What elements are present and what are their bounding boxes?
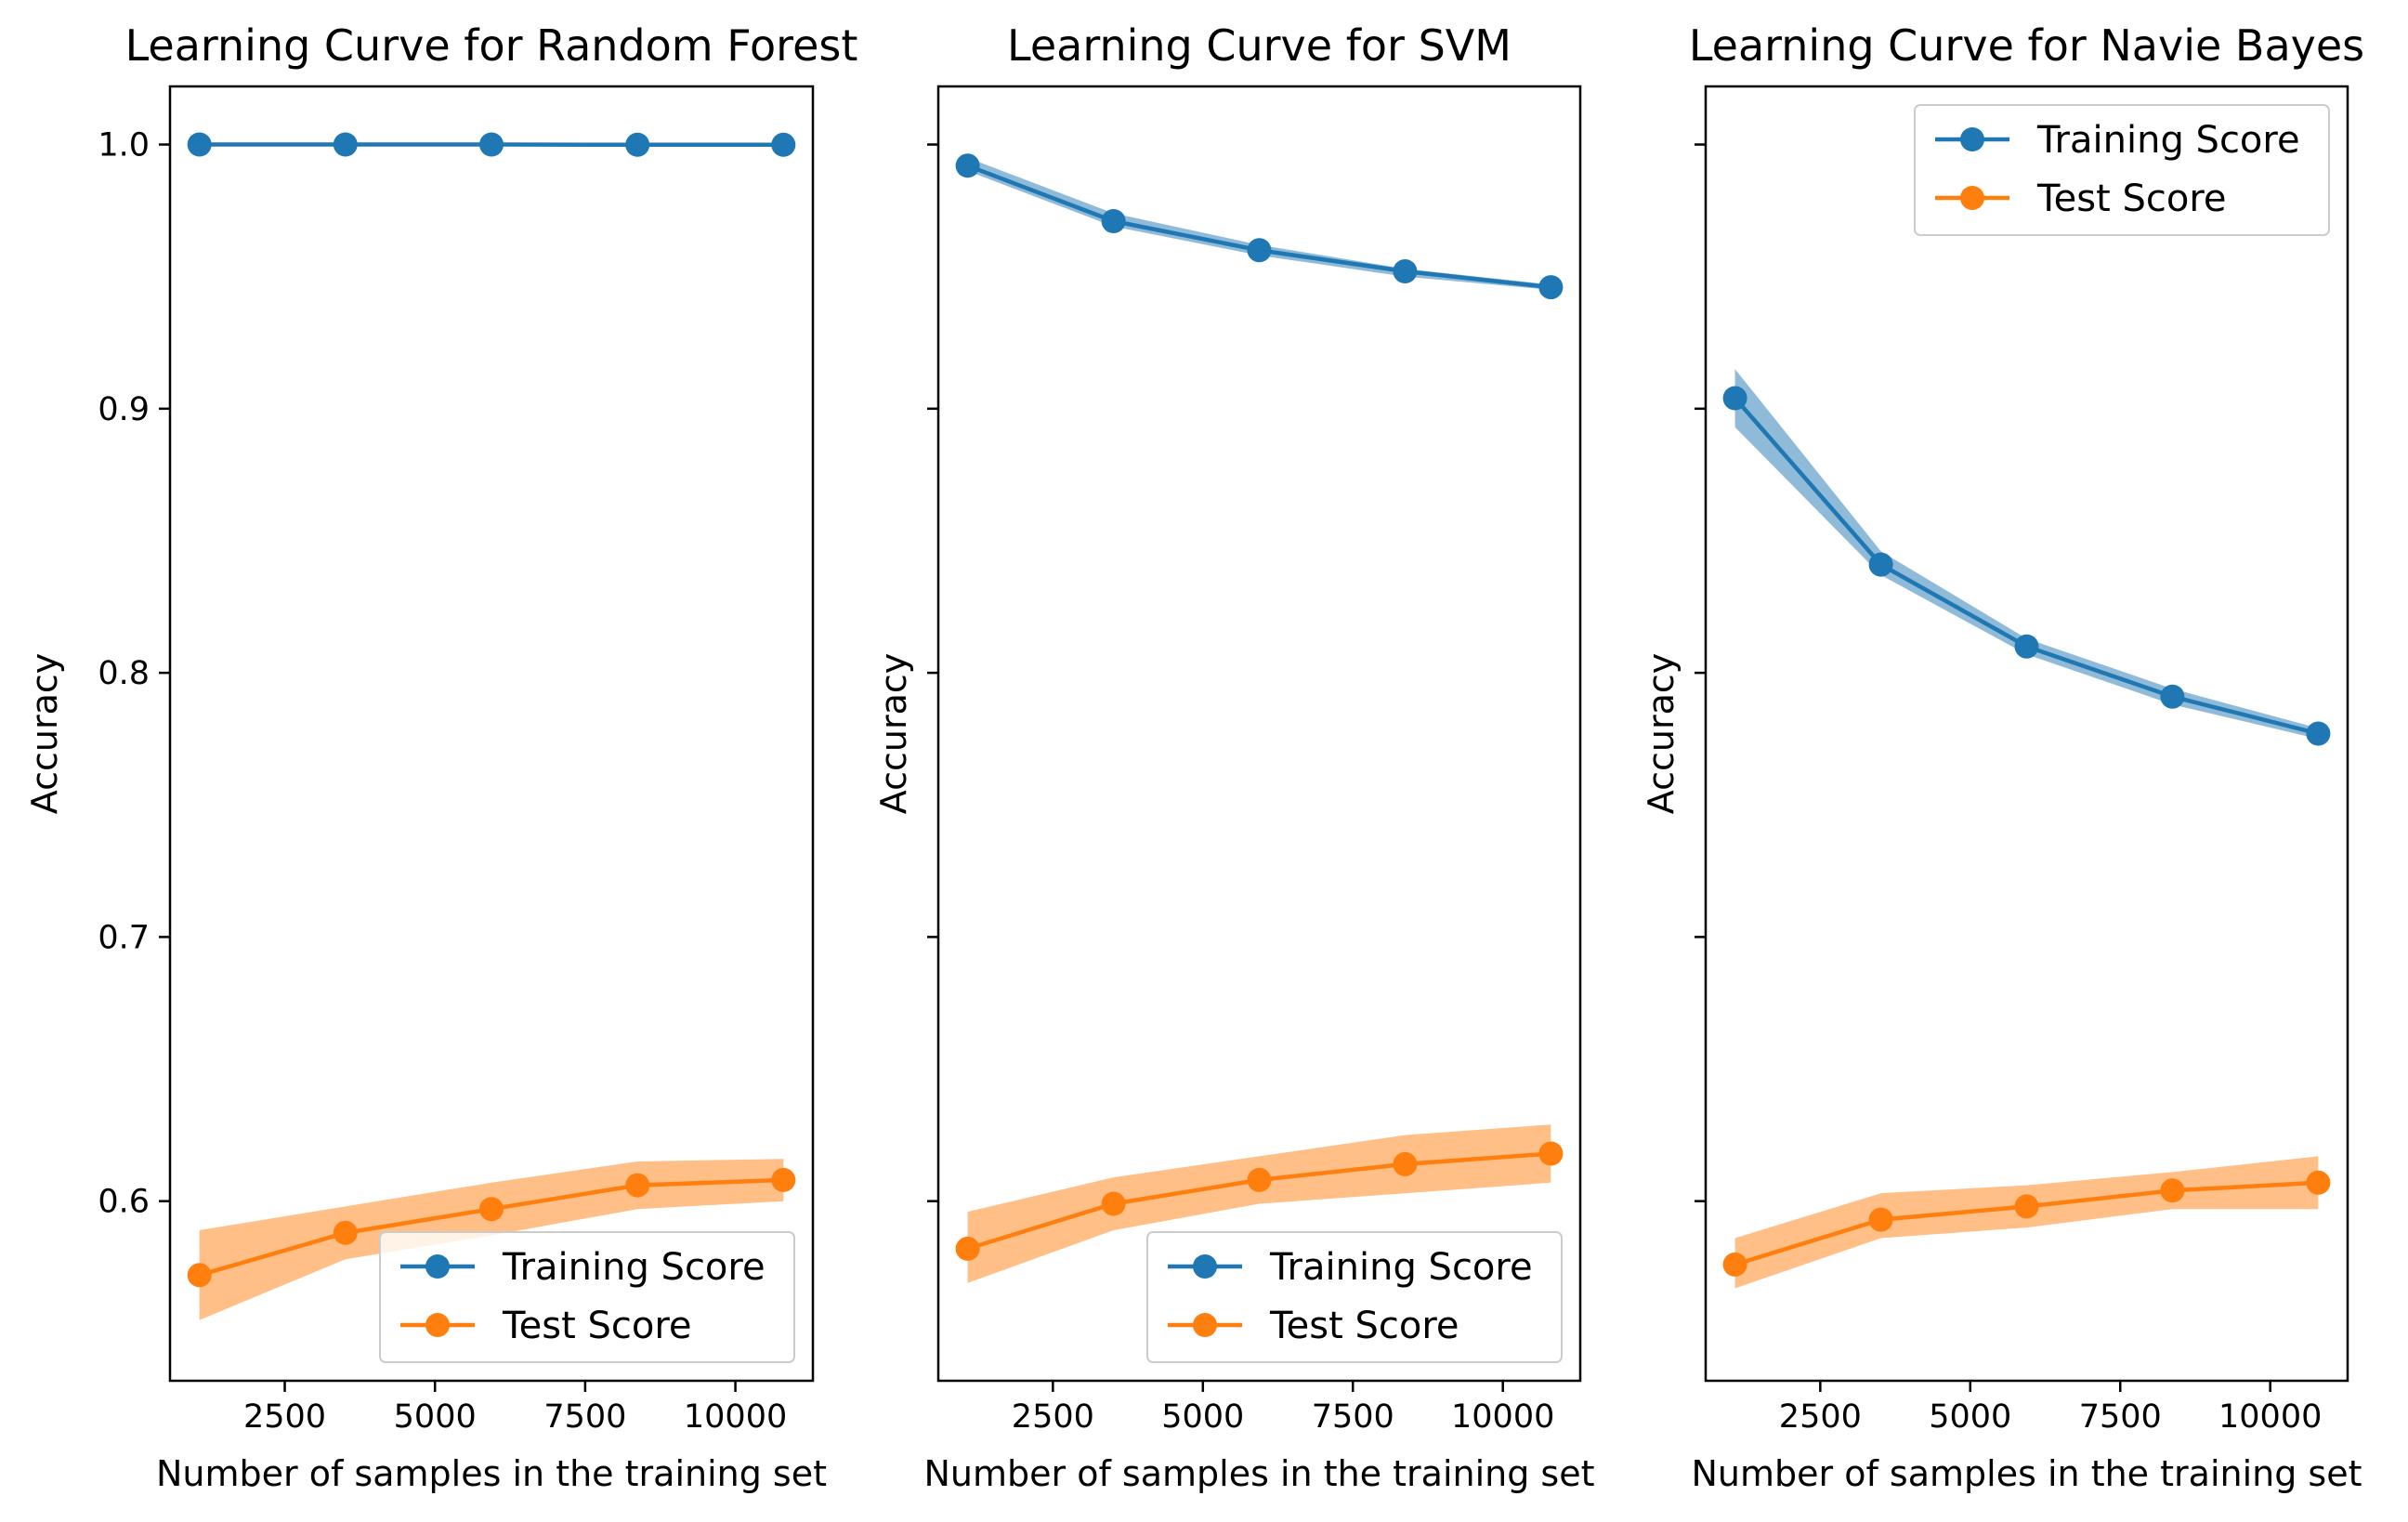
data-point <box>1247 1167 1272 1192</box>
data-point <box>1538 1141 1564 1166</box>
y-tick-label: 0.9 <box>98 391 150 428</box>
data-point <box>2014 634 2039 659</box>
legend: Training Score Test Score <box>1914 104 2330 236</box>
data-point <box>771 132 796 157</box>
x-tick-label: 7500 <box>2079 1398 2162 1436</box>
legend-marker <box>1193 1313 1217 1337</box>
data-point <box>1722 1252 1747 1277</box>
x-tick-label: 2500 <box>1779 1398 1862 1436</box>
x-tick-label: 10000 <box>1451 1398 1554 1436</box>
chart-title: Learning Curve for SVM <box>1007 20 1512 71</box>
legend: Training Score Test Score <box>1146 1231 1563 1363</box>
x-axis-label: Number of samples in the training set <box>1692 1453 2362 1494</box>
x-tick-label: 7500 <box>543 1398 626 1436</box>
x-axis-label: Number of samples in the training set <box>156 1453 827 1494</box>
legend: Training Score Test Score <box>379 1231 795 1363</box>
legend-marker <box>1960 186 1984 210</box>
data-point <box>1868 552 1893 577</box>
data-point <box>187 1263 212 1288</box>
legend-box <box>1146 1231 1563 1363</box>
axes-frame <box>1704 85 2349 1383</box>
data-point <box>955 153 980 178</box>
data-point <box>625 132 650 157</box>
data-point <box>333 1220 358 1245</box>
y-axis-label: Accuracy <box>24 653 65 815</box>
x-tick-label: 10000 <box>684 1398 787 1436</box>
series-line <box>966 164 1551 290</box>
data-point <box>771 1167 796 1192</box>
legend-label: Training Score <box>502 1246 766 1289</box>
legend-label: Test Score <box>1269 1305 1459 1347</box>
data-point <box>1101 209 1126 233</box>
chart-panel-2: Learning Curve for SVM 2500 5000 7500 10000 N… <box>873 20 1595 1494</box>
y-axis-label: Accuracy <box>1641 653 1682 815</box>
legend-label: Training Score <box>2036 119 2300 162</box>
confidence-band <box>967 157 1551 290</box>
data-point <box>1868 1207 1893 1232</box>
chart-panel-3: Learning Curve for Navie Bayes 2500 5000 75… <box>1641 20 2364 1494</box>
legend-box <box>379 1231 795 1363</box>
chart-panel-1: Learning Curve for Random Forest 2500 5000… <box>24 20 857 1494</box>
legend-label: Training Score <box>1269 1246 1533 1289</box>
y-tick-label: 1.0 <box>98 127 150 164</box>
axes-frame <box>168 85 815 1383</box>
x-tick-label: 5000 <box>394 1398 477 1436</box>
x-tick-label: 2500 <box>243 1398 326 1436</box>
x-tick-label: 5000 <box>1929 1398 2011 1436</box>
series-line <box>1733 397 2319 736</box>
confidence-band <box>1734 369 2319 740</box>
data-point <box>1393 259 1418 283</box>
axes-frame <box>936 85 1582 1383</box>
legend-label: Test Score <box>502 1305 692 1347</box>
data-point <box>333 132 358 157</box>
legend-marker <box>425 1313 450 1337</box>
chart-title: Learning Curve for Random Forest <box>125 20 858 71</box>
data-point <box>479 1197 504 1222</box>
x-axis-label: Number of samples in the training set <box>924 1453 1595 1494</box>
data-point <box>1722 386 1747 411</box>
confidence-band <box>1734 1156 2319 1289</box>
data-point <box>2306 1170 2331 1195</box>
y-tick-label: 0.6 <box>98 1184 150 1221</box>
x-tick-label: 5000 <box>1161 1398 1244 1436</box>
data-point <box>2014 1194 2039 1219</box>
confidence-band <box>199 1159 784 1320</box>
legend-marker <box>1193 1254 1217 1279</box>
y-tick-label: 0.7 <box>98 919 150 956</box>
x-tick-label: 7500 <box>1312 1398 1394 1436</box>
data-point <box>187 132 212 157</box>
data-point <box>1393 1151 1418 1176</box>
data-point <box>2160 1178 2185 1203</box>
data-point <box>1538 275 1564 300</box>
y-tick-label: 0.8 <box>98 655 150 692</box>
data-point <box>1101 1191 1126 1216</box>
legend-box <box>1914 104 2330 236</box>
x-tick-label: 2500 <box>1012 1398 1094 1436</box>
data-point <box>2306 721 2331 746</box>
data-point <box>625 1173 650 1198</box>
data-point <box>955 1236 980 1261</box>
legend-marker <box>425 1254 450 1279</box>
data-point <box>1247 238 1272 263</box>
legend-label: Test Score <box>2036 177 2227 220</box>
legend-marker <box>1960 127 1984 151</box>
y-axis-label: Accuracy <box>873 653 914 815</box>
data-point <box>479 132 504 157</box>
x-tick-label: 10000 <box>2218 1398 2322 1436</box>
data-point <box>2160 684 2185 709</box>
chart-title: Learning Curve for Navie Bayes <box>1689 20 2364 71</box>
